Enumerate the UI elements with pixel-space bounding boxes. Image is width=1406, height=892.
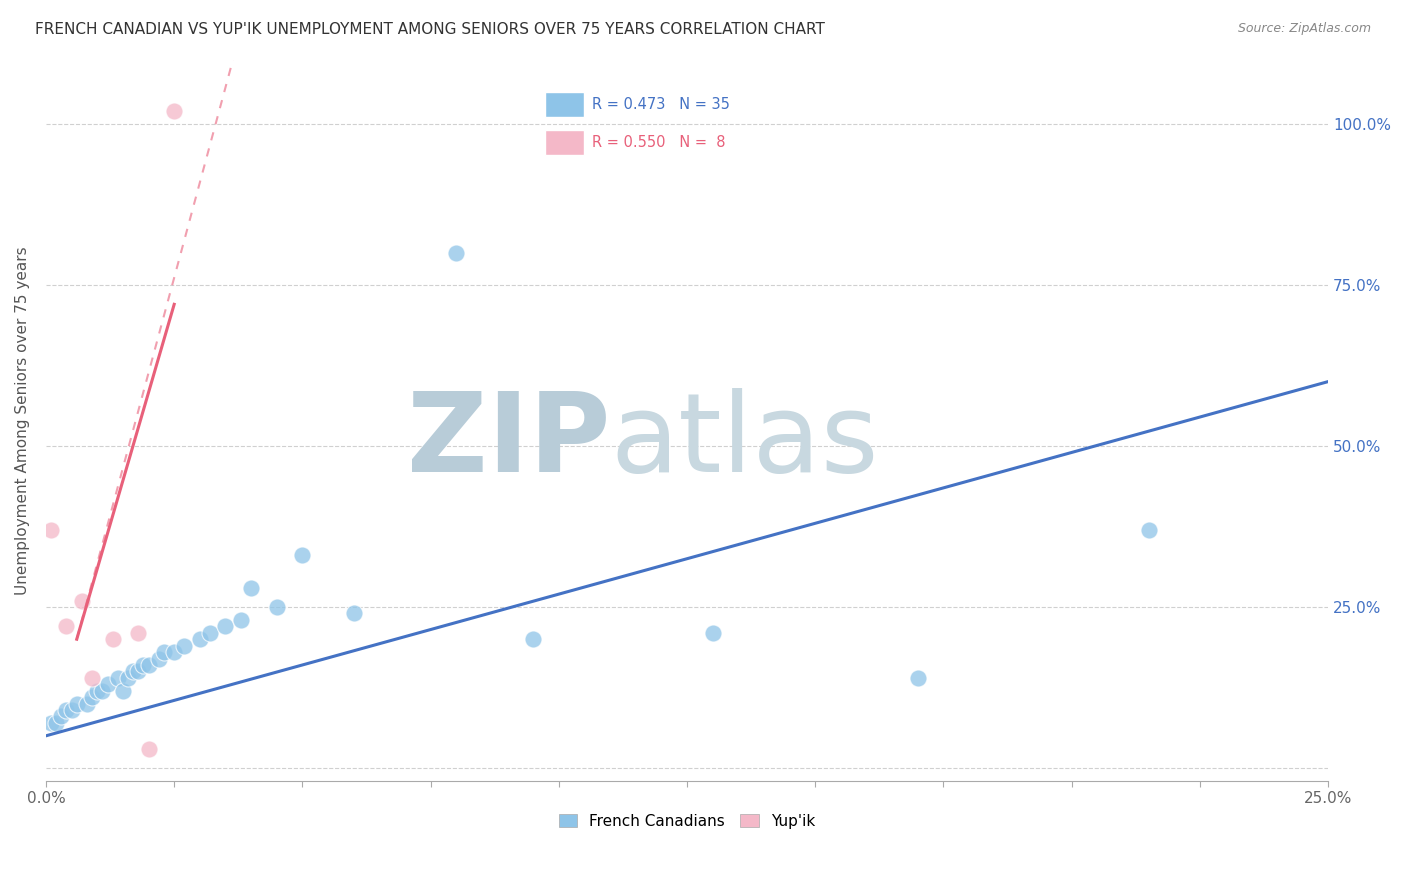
Point (138, 741, 160, 756)
Point (39, 715, 62, 730)
Point (702, 625, 724, 640)
Text: Source: ZipAtlas.com: Source: ZipAtlas.com (1237, 22, 1371, 36)
Point (188, 632, 211, 647)
Point (153, 645, 176, 659)
Point (55, 619, 77, 633)
Point (291, 549, 314, 563)
Point (163, 645, 186, 659)
Point (148, 651, 170, 665)
Point (70, 593, 93, 607)
Point (127, 665, 149, 679)
Point (1137, 523, 1160, 537)
Point (229, 613, 252, 627)
Point (66, 697, 89, 711)
Point (343, 607, 366, 621)
Point (51, 709, 73, 723)
Point (117, 671, 139, 685)
Point (240, 581, 263, 595)
Text: atlas: atlas (610, 388, 879, 495)
Point (86, 683, 108, 698)
Point (122, 665, 145, 679)
Point (907, 671, 929, 685)
Point (198, 625, 221, 640)
Point (214, 619, 236, 633)
Point (111, 683, 134, 698)
Point (82, 671, 104, 685)
Point (266, 599, 288, 614)
Point (55, 703, 77, 717)
Point (522, 632, 544, 647)
Point (39, 523, 62, 537)
Point (76, 697, 98, 711)
Point (446, 245, 468, 260)
Y-axis label: Unemployment Among Seniors over 75 years: Unemployment Among Seniors over 75 years (15, 246, 30, 595)
Point (132, 657, 155, 672)
Legend: French Canadians, Yup'ik: French Canadians, Yup'ik (553, 808, 821, 835)
Point (60, 703, 83, 717)
Point (138, 657, 160, 672)
Text: FRENCH CANADIAN VS YUP'IK UNEMPLOYMENT AMONG SENIORS OVER 75 YEARS CORRELATION C: FRENCH CANADIAN VS YUP'IK UNEMPLOYMENT A… (35, 22, 825, 37)
Point (173, 639, 195, 653)
Point (91, 683, 114, 698)
Point (45, 715, 67, 730)
Point (163, 104, 186, 119)
Point (96, 677, 118, 691)
Point (127, 625, 149, 640)
Point (82, 690, 104, 705)
Point (107, 671, 129, 685)
Point (101, 632, 124, 647)
Text: ZIP: ZIP (406, 388, 610, 495)
